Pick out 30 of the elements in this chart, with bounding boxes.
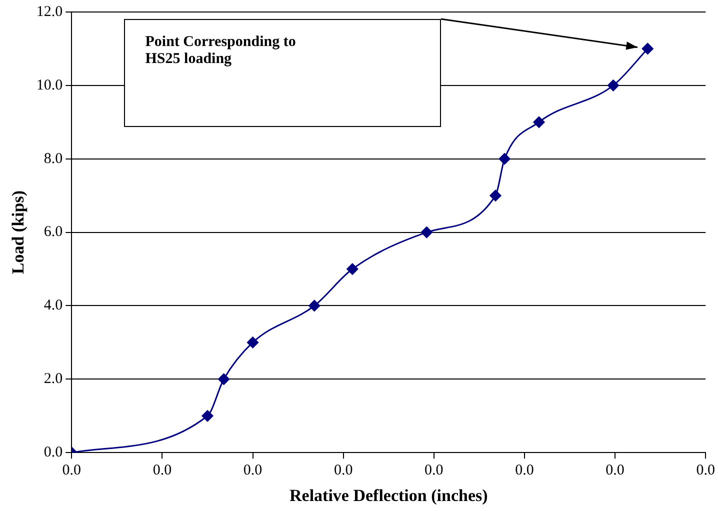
point [308, 300, 320, 312]
x-tick-label: 0.0 [62, 462, 82, 479]
y-tick-label: 4.0 [44, 298, 63, 314]
x-tick-label: 0.0 [606, 462, 624, 479]
x-axis-title: Relative Deflection (inches) [289, 486, 488, 506]
y-axis-title: Load (kips) [8, 190, 28, 274]
point [607, 80, 619, 92]
point [218, 373, 230, 385]
annotation: Point Corresponding to HS25 loading [145, 34, 297, 68]
point [498, 153, 510, 165]
y-tick-label: 10.0 [36, 77, 63, 94]
y-tick-label: 6.0 [44, 224, 63, 240]
y-tick-label: 8.0 [44, 150, 63, 167]
point [420, 226, 432, 238]
x-tick-label: 0.0 [696, 462, 715, 479]
point [247, 336, 259, 348]
point [533, 116, 545, 128]
x-tick-label: 0.0 [515, 462, 534, 479]
x-tick-label: 0.0 [424, 462, 444, 479]
y-tick-label: 2.0 [44, 371, 63, 388]
text-box: Point Corresponding to HS25 loading [124, 19, 442, 127]
x-tick-label: 0.0 [243, 462, 262, 479]
y-tick-label: 12.0 [36, 4, 63, 20]
point [490, 190, 502, 202]
y-tick-label: 0.0 [44, 444, 63, 461]
point [346, 263, 358, 275]
x-tick-label: 0.0 [152, 462, 172, 479]
x-tick-label: 0.0 [334, 462, 353, 479]
point [202, 410, 214, 422]
point [642, 42, 654, 54]
